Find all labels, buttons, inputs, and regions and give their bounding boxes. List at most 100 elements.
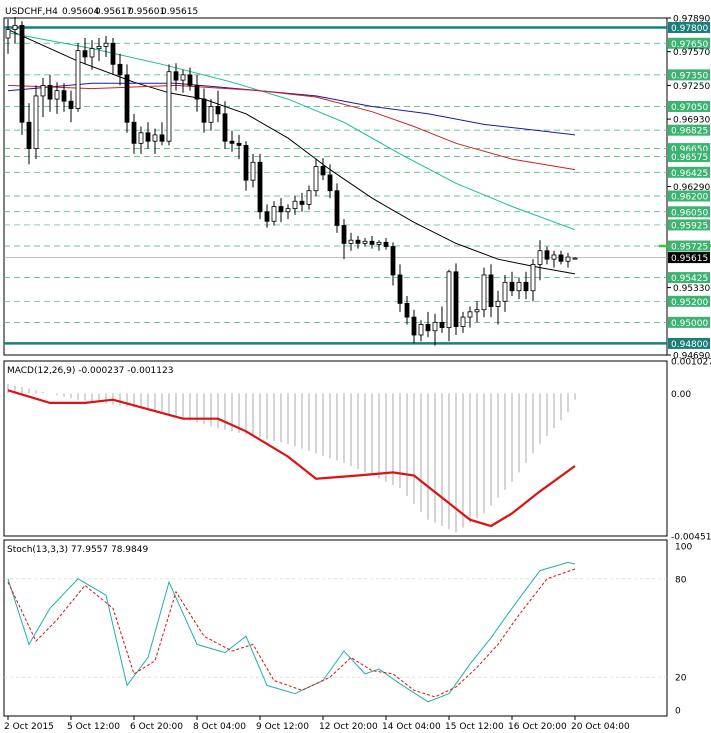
ohlc-high: 0.95617: [95, 7, 132, 17]
candle-52: [369, 235, 375, 249]
candle-body: [110, 42, 116, 65]
candle-body: [243, 145, 249, 181]
price-box-0.95725: [668, 240, 710, 252]
time-label-4: 9 Oct 12:00: [256, 722, 309, 732]
price-label-0.95425: 0.95425: [671, 274, 708, 284]
candle-body: [5, 29, 11, 39]
candle-body: [257, 161, 263, 213]
candle-14: [103, 35, 109, 57]
price-label-0.96930: 0.96930: [673, 116, 710, 126]
candle-66: [467, 306, 473, 328]
candle-body: [19, 24, 25, 123]
candle-body: [215, 106, 221, 115]
candle-body: [502, 281, 508, 302]
candle-51: [362, 238, 368, 247]
moving-average-0: [7, 29, 576, 275]
candle-1: [12, 16, 18, 44]
candle-body: [411, 316, 417, 336]
candle-body: [397, 274, 403, 304]
candle-58: [411, 309, 417, 344]
candle-body: [264, 211, 270, 222]
price-box-0.94800: [668, 337, 710, 349]
candle-body: [453, 271, 459, 327]
candle-64: [453, 263, 459, 335]
candle-body: [425, 324, 431, 332]
candle-53: [376, 240, 382, 251]
candle-80: [565, 252, 571, 268]
candle-60: [425, 311, 431, 338]
candle-body: [236, 142, 242, 146]
price-label-0.96425: 0.96425: [671, 169, 708, 179]
candle-5: [40, 78, 46, 117]
candle-body: [12, 24, 18, 30]
candle-body: [446, 271, 452, 329]
stoch-axis-label-0: 100: [675, 543, 692, 553]
macd-signal-line: [7, 389, 576, 528]
candle-body: [418, 324, 424, 336]
candle-body: [362, 240, 368, 244]
price-box-0.96425: [668, 166, 710, 178]
price-box-0.95200: [668, 295, 710, 307]
candle-body: [565, 256, 571, 262]
current-price-box: [668, 252, 710, 264]
candle-22: [159, 122, 165, 146]
candle-body: [530, 264, 536, 292]
candle-body: [495, 300, 501, 307]
candle-body: [117, 63, 123, 76]
price-label-0.96825: 0.96825: [671, 127, 708, 137]
price-label-0.97570: 0.97570: [673, 48, 710, 58]
candle-7: [54, 82, 60, 114]
candle-body: [516, 281, 522, 292]
candle-68: [481, 267, 487, 318]
candle-body: [390, 246, 396, 276]
candle-body: [250, 161, 256, 181]
candle-body: [201, 98, 207, 123]
candle-body: [278, 206, 284, 213]
ohlc-close: 0.95615: [161, 7, 198, 17]
moving-average-1: [7, 32, 576, 231]
time-label-8: 16 Oct 20:00: [508, 722, 567, 732]
candle-69: [488, 264, 494, 318]
candle-62: [439, 306, 445, 333]
candle-body: [544, 250, 550, 260]
stoch-panel-frame: [3, 539, 668, 717]
stoch-axis-label-2: 20: [675, 674, 687, 684]
candle-body: [208, 106, 214, 123]
price-label-0.95000: 0.95000: [671, 319, 708, 329]
price-label-0.96290: 0.96290: [673, 183, 710, 193]
candle-57: [404, 296, 410, 325]
candle-8: [61, 83, 67, 112]
candle-body: [460, 316, 466, 327]
candle-body: [47, 85, 53, 100]
candle-19: [138, 126, 144, 154]
candle-71: [502, 274, 508, 312]
candle-body: [180, 74, 186, 81]
candle-40: [285, 204, 291, 220]
price-box-0.97050: [668, 100, 710, 112]
candle-44: [313, 159, 319, 196]
candle-body: [103, 42, 109, 47]
candle-47: [334, 183, 340, 233]
candle-body: [131, 121, 137, 144]
candle-body: [467, 311, 473, 318]
candle-body: [572, 257, 578, 260]
candle-13: [96, 38, 102, 62]
chart-background: [3, 17, 668, 717]
candle-79: [558, 250, 564, 265]
candle-body: [138, 132, 144, 144]
candle-24: [173, 63, 179, 91]
price-label-0.97890: 0.97890: [673, 15, 710, 25]
candle-26: [187, 67, 193, 91]
candle-3: [26, 103, 32, 165]
candle-body: [432, 321, 438, 332]
candle-body: [152, 134, 158, 142]
price-label-0.97250: 0.97250: [673, 82, 710, 92]
candle-body: [89, 48, 95, 58]
candle-46: [327, 164, 333, 199]
time-label-5: 12 Oct 20:00: [319, 722, 378, 732]
candle-63: [446, 269, 452, 342]
main-panel-frame: [3, 17, 668, 356]
candle-27: [194, 74, 200, 112]
price-box-0.96200: [668, 190, 710, 202]
